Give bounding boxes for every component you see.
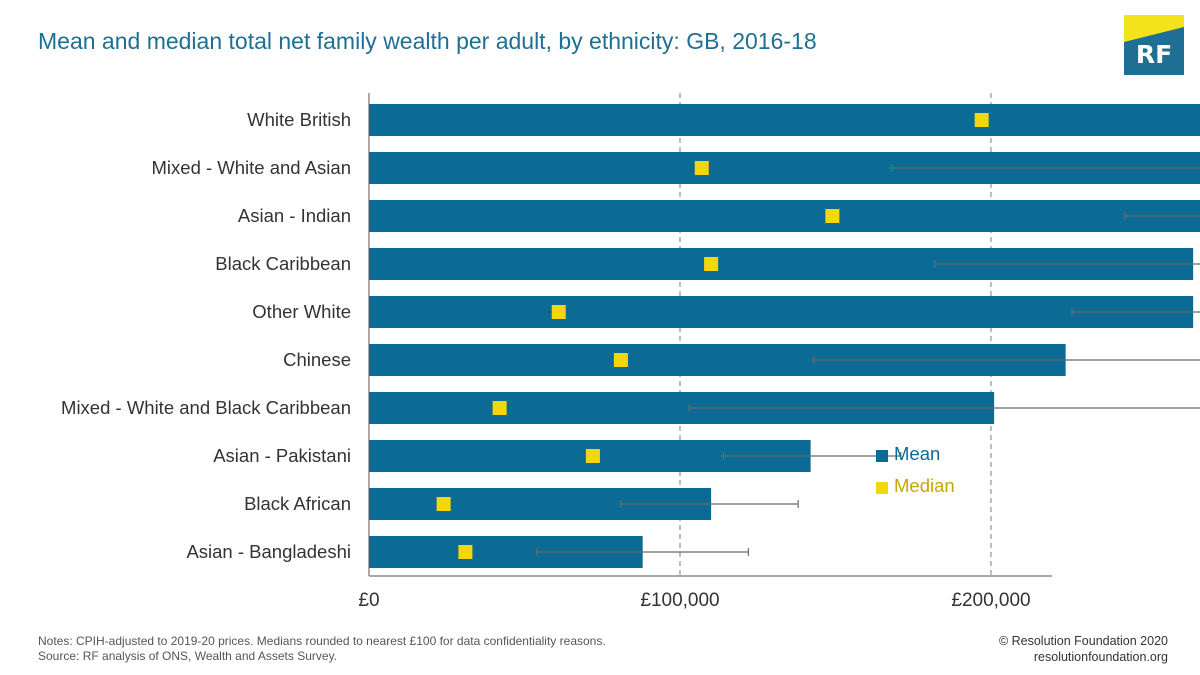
- median-marker: [585, 449, 600, 463]
- category-label: Black African: [244, 493, 351, 514]
- source-line: Source: RF analysis of ONS, Wealth and A…: [38, 649, 338, 663]
- notes-line: Notes: CPIH-adjusted to 2019-20 prices. …: [38, 634, 606, 648]
- chart-title: Mean and median total net family wealth …: [38, 28, 817, 54]
- median-marker: [551, 305, 566, 319]
- rf-logo: RF: [1124, 15, 1184, 75]
- legend-median-swatch: [876, 482, 888, 494]
- category-label: White British: [247, 109, 351, 130]
- category-label: Other White: [252, 301, 351, 322]
- credits: © Resolution Foundation 2020 resolutionf…: [999, 633, 1168, 665]
- category-label: Asian - Bangladeshi: [186, 541, 351, 562]
- x-tick-label: £200,000: [951, 590, 1030, 611]
- x-tick-label: £100,000: [640, 590, 719, 611]
- legend-mean-label: Mean: [894, 443, 940, 464]
- median-marker: [436, 497, 451, 511]
- category-label: Asian - Indian: [238, 205, 351, 226]
- category-label: Mixed - White and Black Caribbean: [61, 397, 351, 418]
- category-label: Mixed - White and Asian: [152, 157, 351, 178]
- x-tick-label: £0: [358, 590, 379, 611]
- logo-mark: [1124, 15, 1184, 75]
- legend-mean-swatch: [876, 450, 888, 462]
- median-marker: [694, 161, 709, 175]
- website: resolutionfoundation.org: [1033, 650, 1168, 664]
- category-label: Asian - Pakistani: [213, 445, 351, 466]
- logo-yellow-band: [1124, 15, 1184, 42]
- median-marker: [825, 209, 840, 223]
- median-marker: [704, 257, 719, 271]
- median-marker: [613, 353, 628, 367]
- category-label: Black Caribbean: [215, 253, 351, 274]
- mean-bar: [369, 296, 1194, 328]
- notes: Notes: CPIH-adjusted to 2019-20 prices. …: [38, 634, 606, 664]
- median-marker: [974, 113, 989, 127]
- mean-bar: [369, 200, 1200, 232]
- median-marker: [458, 545, 473, 559]
- legend-median-label: Median: [894, 475, 955, 496]
- copyright: © Resolution Foundation 2020: [998, 634, 1168, 648]
- mean-bar: [369, 104, 1200, 136]
- logo-text: RF: [1135, 40, 1173, 69]
- median-marker: [492, 401, 507, 415]
- category-label: Chinese: [283, 349, 351, 370]
